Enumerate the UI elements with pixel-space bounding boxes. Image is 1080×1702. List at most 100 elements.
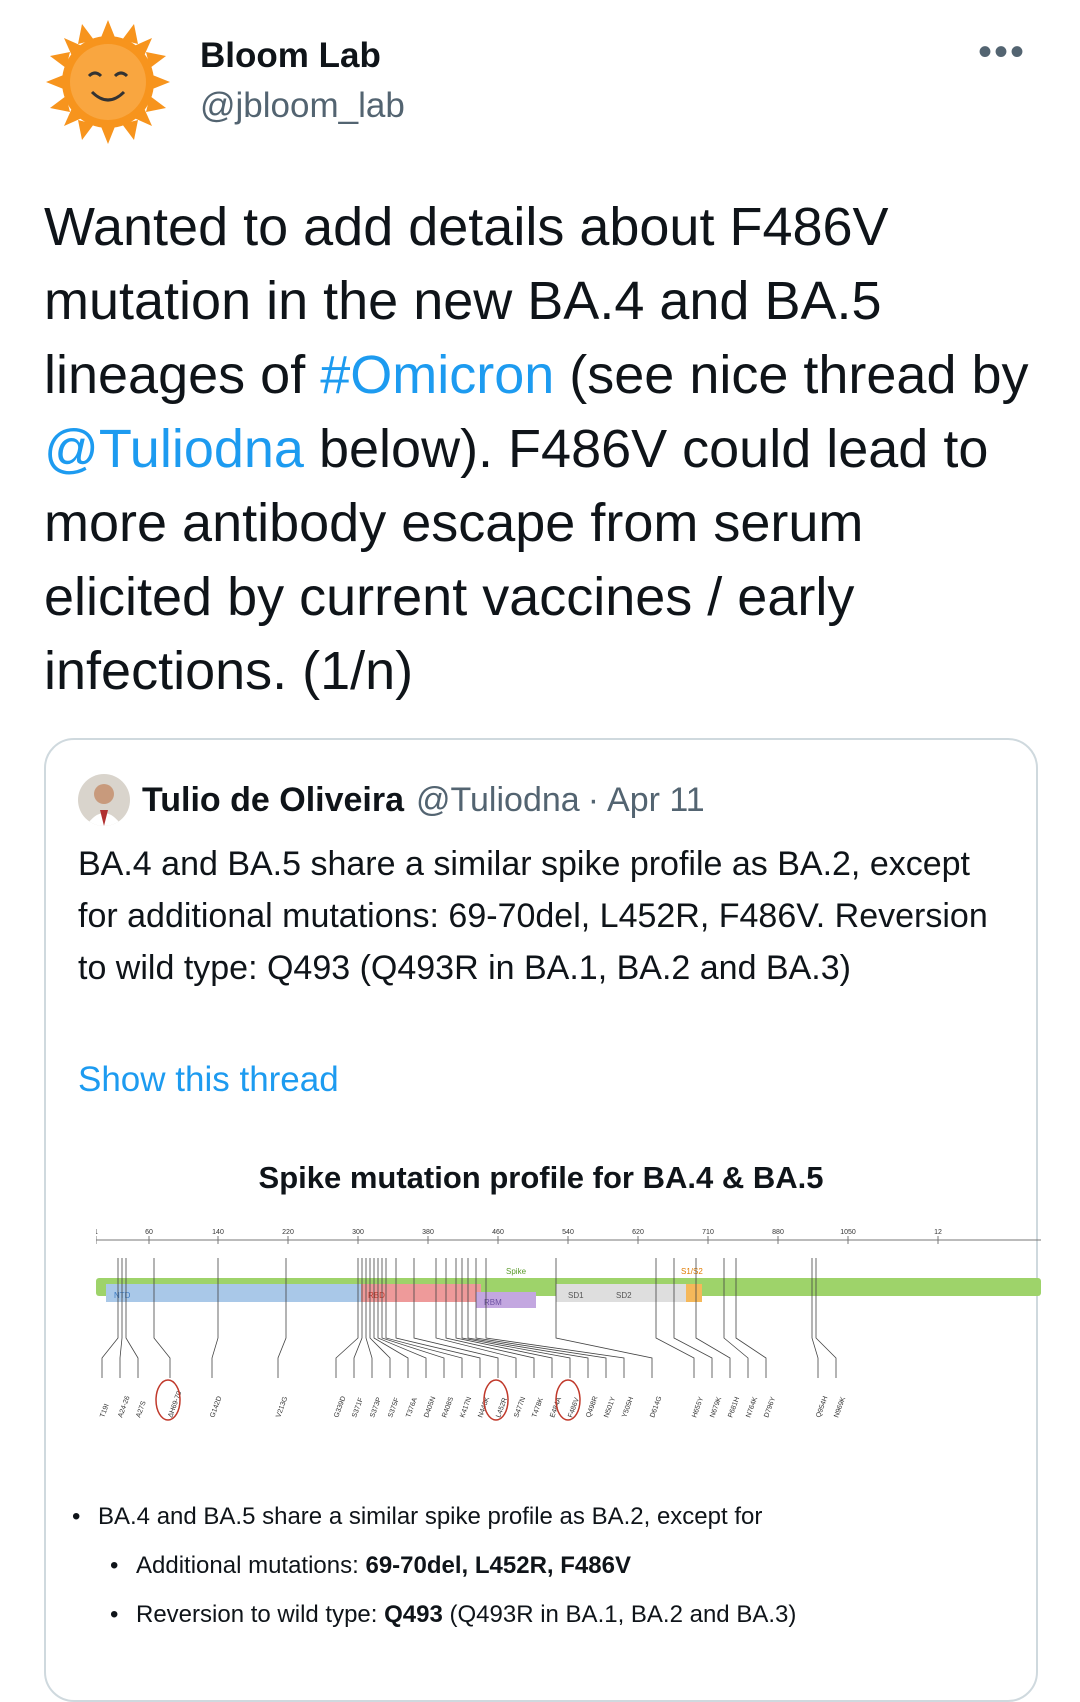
axis-tick-label: 60: [145, 1229, 153, 1236]
mutation-label: T478K: [531, 1397, 545, 1419]
axis-tick-label: 710: [702, 1229, 714, 1236]
axis-tick-label: 220: [282, 1229, 294, 1236]
mutation-line: [413, 1258, 499, 1378]
mutation-label: Q954H: [815, 1395, 829, 1418]
mutation-label: D614G: [649, 1395, 663, 1418]
mutation-label: Y505H: [621, 1396, 635, 1419]
mutation-label: A24-26: [117, 1395, 131, 1419]
mutation-label: S371F: [351, 1397, 365, 1419]
spike-mutation-diagram: 160140220300380460540620710880105012 NTD…: [96, 1229, 1041, 1421]
axis-tick-label: 12: [934, 1229, 942, 1236]
mutation-line: [125, 1258, 139, 1378]
mutation-label: G142D: [209, 1395, 223, 1418]
domain-label: RBD: [368, 1291, 385, 1300]
mutation-line: [277, 1258, 287, 1378]
bullet-dot: •: [72, 1503, 81, 1530]
domain-label: SD2: [616, 1291, 632, 1300]
mutation-line: [445, 1258, 535, 1378]
mutation-label: S477N: [513, 1396, 527, 1419]
mutation-line: [673, 1258, 713, 1378]
mutation-label: N501Y: [603, 1396, 617, 1419]
axis-tick-label: 1: [96, 1229, 98, 1236]
mutation-line: [101, 1258, 119, 1378]
quoted-tweet[interactable]: Tulio de Oliveira @Tuliodna · Apr 11 BA.…: [44, 738, 1041, 1702]
quoted-user-handle: @Tuliodna: [416, 780, 580, 819]
mutation-line: [153, 1258, 171, 1378]
mutation-line: [211, 1258, 219, 1378]
display-name[interactable]: Bloom Lab: [200, 36, 381, 75]
mutation-line: [369, 1258, 391, 1378]
omicron-hashtag-link[interactable]: #Omicron: [320, 345, 555, 405]
highlight-circle: [155, 1379, 181, 1421]
mutation-label: S373P: [369, 1396, 383, 1418]
quoted-display-name: Tulio de Oliveira: [142, 780, 404, 819]
axis-tick-label: 540: [562, 1229, 574, 1236]
user-handle[interactable]: @jbloom_lab: [200, 86, 405, 125]
tuliodna-mention-link[interactable]: @Tuliodna: [44, 419, 304, 479]
domain-label: RBM: [484, 1298, 502, 1307]
quoted-user-avatar: [78, 774, 130, 826]
bullet-dot: •: [110, 1601, 119, 1628]
show-this-thread-link[interactable]: Show this thread: [78, 1060, 339, 1099]
mutation-line: [395, 1258, 481, 1378]
mutation-label: P681H: [727, 1396, 741, 1419]
mutation-line: [365, 1258, 373, 1378]
mutation-label: T376A: [405, 1397, 419, 1419]
bullet-3-prefix: Reversion to wild type:: [136, 1601, 385, 1628]
mutation-label: R408S: [441, 1396, 455, 1419]
axis-tick-label: 1050: [840, 1229, 856, 1236]
axis-tick-label: 460: [492, 1229, 504, 1236]
mutation-label: D796Y: [763, 1396, 777, 1419]
tweet-text-part: Wanted to add details about F486V mutati…: [44, 197, 889, 405]
domain-label: S1/S2: [681, 1267, 703, 1276]
mutation-line: [381, 1258, 445, 1378]
mutation-label: H655Y: [691, 1396, 705, 1419]
quoted-tweet-header: Tulio de Oliveira @Tuliodna · Apr 11: [78, 774, 705, 826]
mutation-label: T19I: [99, 1403, 110, 1419]
tweet-text-part: below). F486V could lead to more antibod…: [44, 419, 989, 701]
figure-title: Spike mutation profile for BA.4 & BA.5: [258, 1160, 824, 1195]
mutation-label: ΔH69-70: [167, 1390, 183, 1418]
mutation-line: [435, 1258, 517, 1378]
mutation-line: [723, 1258, 749, 1378]
mutation-line: [119, 1258, 123, 1378]
mutation-line: [815, 1258, 837, 1378]
mutation-label: G339D: [333, 1395, 347, 1418]
highlight-circle: [555, 1379, 581, 1421]
mutation-line: [373, 1258, 409, 1378]
bullet-2-prefix: Additional mutations:: [136, 1552, 366, 1579]
figure-bullets: • BA.4 and BA.5 share a similar spike pro…: [72, 1492, 796, 1639]
mutation-line: [385, 1258, 463, 1378]
mutation-line: [655, 1258, 695, 1378]
mutation-line: [811, 1258, 819, 1378]
axis-tick-label: 620: [632, 1229, 644, 1236]
mutation-line: [475, 1258, 607, 1378]
bullet-1: BA.4 and BA.5 share a similar spike prof…: [98, 1503, 763, 1530]
mutation-line: [735, 1258, 767, 1378]
highlight-circle: [483, 1379, 509, 1421]
bullet-2-bold: 69-70del, L452R, F486V: [365, 1552, 631, 1579]
tweet-header: Bloom Lab @jbloom_lab •••: [44, 18, 1044, 148]
axis-tick-label: 140: [212, 1229, 224, 1236]
tweet-text: Wanted to add details about F486V mutati…: [44, 190, 1044, 708]
mutation-label: Q498R: [585, 1395, 599, 1418]
mutation-label: N969K: [833, 1396, 847, 1419]
mutation-label: S375F: [387, 1397, 401, 1419]
mutation-line: [461, 1258, 571, 1378]
mutation-line: [467, 1258, 589, 1378]
more-options-icon[interactable]: •••: [977, 30, 1026, 74]
mutation-label: N764K: [745, 1396, 759, 1419]
mutation-label: N679K: [709, 1396, 723, 1419]
mutation-line: [555, 1258, 653, 1378]
tweet-text-part: (see nice thread by: [554, 345, 1029, 405]
axis-tick-label: 300: [352, 1229, 364, 1236]
mutation-line: [335, 1258, 359, 1378]
mutation-label: A27S: [135, 1400, 148, 1419]
quoted-date: Apr 11: [607, 780, 705, 819]
bloom-lab-avatar[interactable]: [44, 18, 172, 146]
mutation-label: K417N: [459, 1396, 473, 1419]
mutation-line: [455, 1258, 553, 1378]
mutation-line: [353, 1258, 363, 1378]
bullet-3-suffix: (Q493R in BA.1, BA.2 and BA.3): [442, 1601, 797, 1628]
axis-tick-label: 380: [422, 1229, 434, 1236]
